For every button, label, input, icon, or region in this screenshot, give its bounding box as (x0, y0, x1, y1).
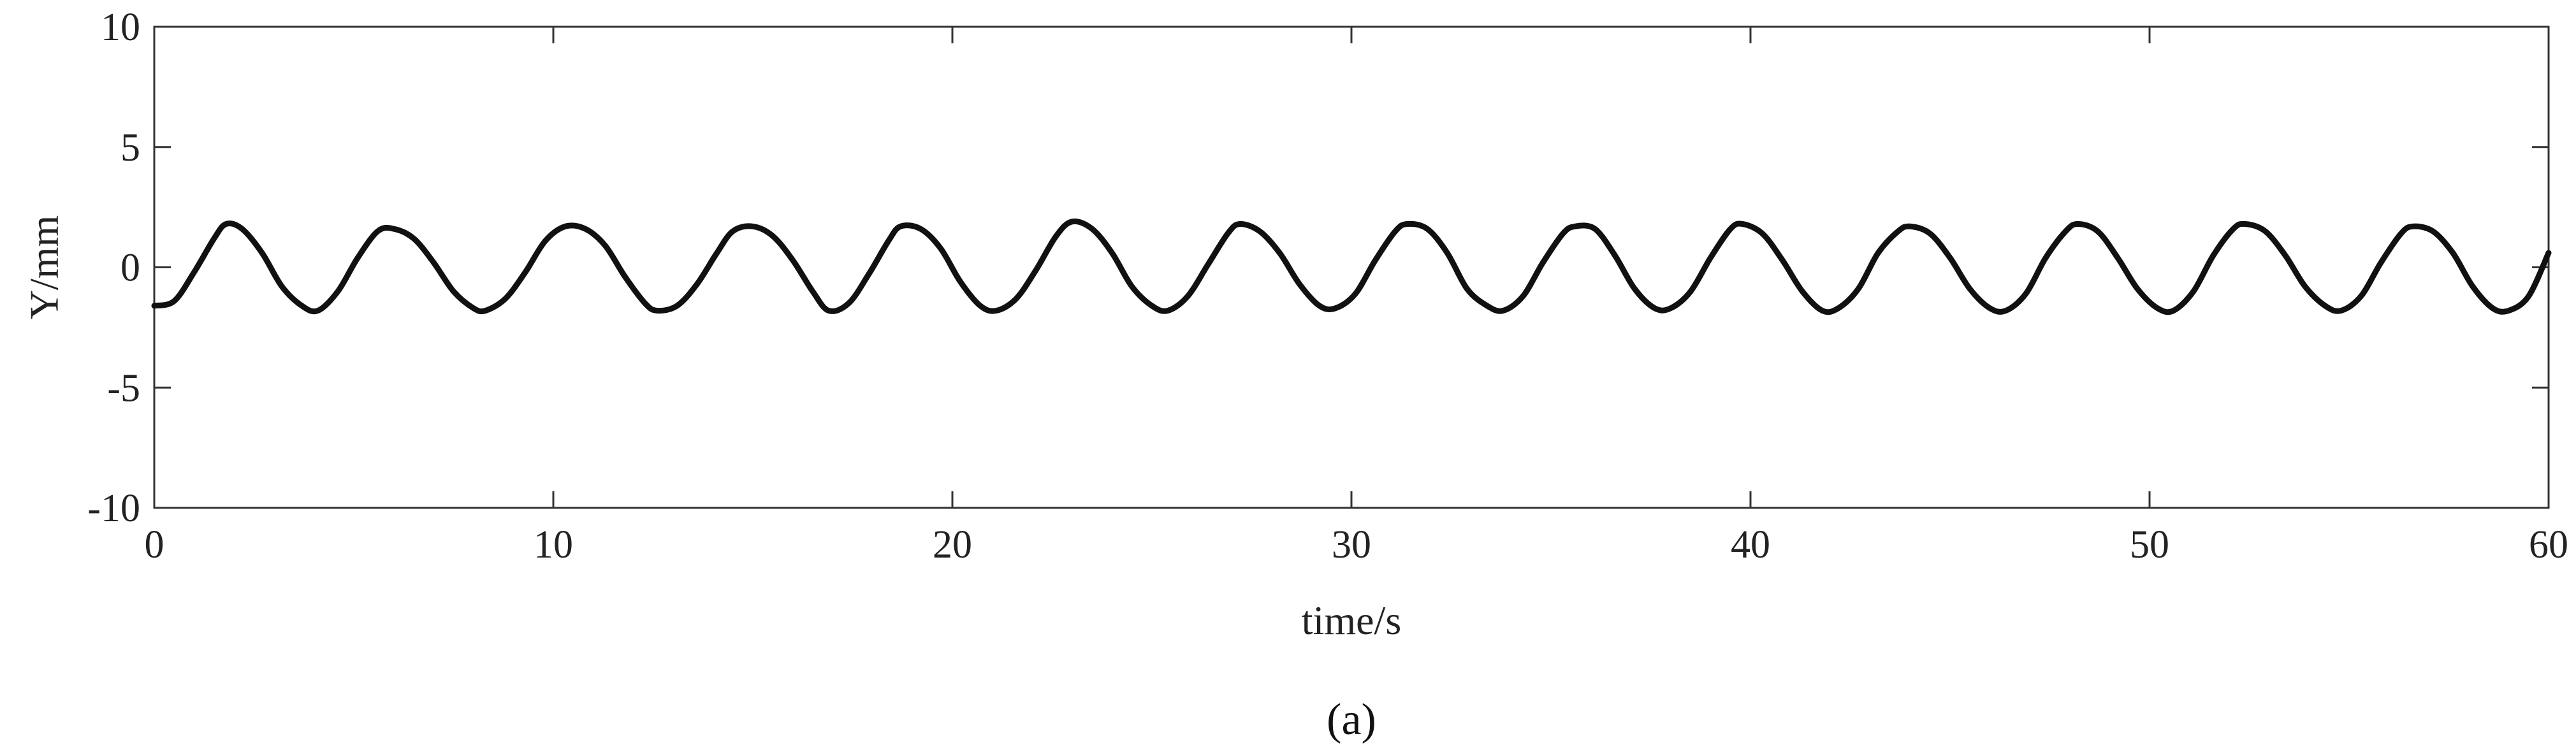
y-axis-ticks: -10 -5 0 5 10 (87, 6, 2549, 530)
series-layer (151, 218, 2552, 315)
x-axis-ticks: 0 10 20 30 40 50 60 (145, 27, 2568, 566)
y-tick-label: -10 (87, 487, 140, 530)
x-tick-label: 0 (145, 523, 164, 566)
figure-caption: (a) (1327, 695, 1376, 744)
x-axis-label: time/s (1302, 598, 1401, 643)
x-tick-label: 20 (933, 523, 972, 566)
y-tick-label: 10 (101, 6, 140, 49)
x-tick-label: 50 (2130, 523, 2169, 566)
x-tick-label: 40 (1731, 523, 1770, 566)
y-axis-label: Y/mm (22, 215, 67, 320)
y-tick-label: 5 (120, 126, 140, 169)
x-tick-label: 30 (1332, 523, 1371, 566)
series-line (151, 218, 2552, 315)
plot-frame (153, 25, 2550, 509)
x-tick-label: 10 (534, 523, 573, 566)
y-tick-label: 0 (120, 247, 140, 290)
plot-border (153, 25, 2550, 509)
y-tick-label: -5 (107, 366, 140, 410)
x-tick-label: 60 (2529, 523, 2568, 566)
